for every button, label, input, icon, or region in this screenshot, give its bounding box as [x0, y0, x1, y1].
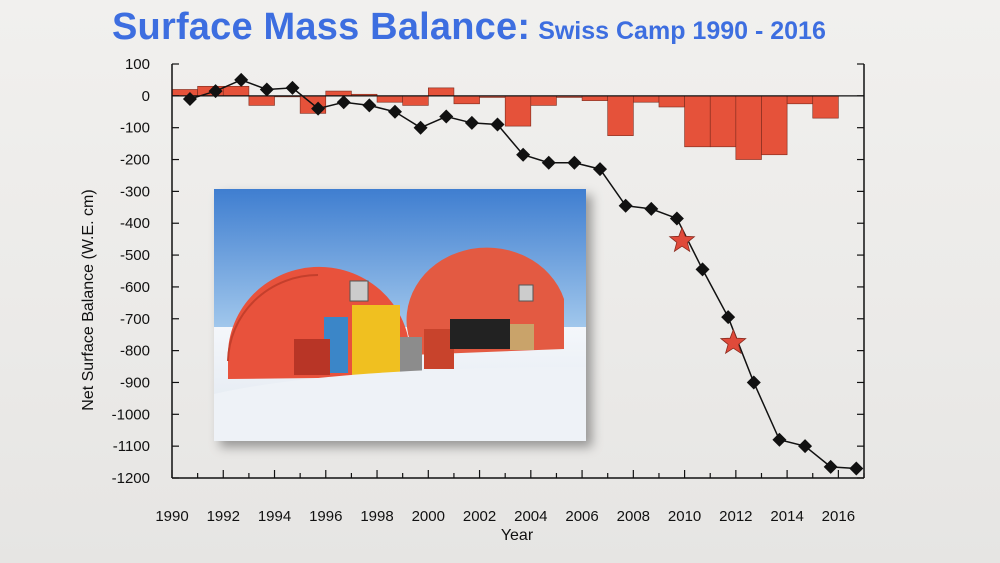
x-tick-label: 2006: [565, 508, 598, 525]
cumulative-line-series: [182, 72, 864, 476]
y-tick-label: -700: [120, 311, 150, 328]
cumulative-point: [695, 262, 710, 277]
cumulative-point: [849, 461, 864, 476]
x-tick-label: 1992: [207, 508, 240, 525]
x-tick-label: 1998: [360, 508, 393, 525]
annual-balance-bar: [453, 95, 480, 105]
y-tick-label: -600: [120, 279, 150, 296]
star-marker: [668, 226, 696, 253]
x-tick-label: 2014: [770, 508, 803, 525]
chart-title-sub: Swiss Camp 1990 - 2016: [538, 17, 826, 45]
star-marker: [719, 328, 747, 355]
cumulative-point: [259, 82, 274, 97]
chart-title-main: Surface Mass Balance:: [112, 6, 531, 48]
x-tick-label: 2010: [668, 508, 701, 525]
cumulative-point: [464, 115, 479, 130]
x-tick-label: 2016: [822, 508, 855, 525]
cumulative-point: [413, 120, 428, 135]
cumulative-point: [336, 95, 351, 110]
chart-title: Surface Mass Balance: Swiss Camp 1990 - 2…: [112, 6, 826, 49]
x-axis-title: Year: [501, 527, 534, 544]
x-tick-label: 1994: [258, 508, 291, 525]
cumulative-point: [618, 198, 633, 213]
y-tick-label: -200: [120, 152, 150, 169]
annual-balance-bar: [812, 95, 839, 119]
cumulative-point: [285, 80, 300, 95]
y-tick-label: -1100: [113, 438, 150, 455]
cumulative-point: [823, 459, 838, 474]
cumulative-point: [490, 117, 505, 132]
y-tick-label: -1200: [112, 470, 150, 487]
annual-balance-bar: [709, 95, 737, 148]
cumulative-point: [798, 439, 813, 454]
cumulative-point: [772, 432, 787, 447]
annual-balance-bar: [530, 95, 557, 106]
annual-balance-bar: [504, 95, 532, 127]
y-tick-label: 100: [125, 56, 150, 73]
cumulative-point: [746, 375, 761, 390]
annual-balance-bar: [658, 95, 685, 108]
annual-balance-bar: [735, 95, 762, 160]
star-markers: [668, 226, 747, 355]
y-tick-label: -400: [120, 215, 150, 232]
annual-balance-bar: [248, 95, 275, 106]
y-tick-label: 0: [142, 88, 150, 105]
camp-photo: [214, 189, 586, 441]
bar-series: [171, 85, 839, 160]
cumulative-point: [311, 101, 326, 116]
annual-balance-bar: [684, 95, 711, 148]
annual-balance-bar: [786, 95, 814, 105]
annual-balance-bar: [325, 90, 352, 97]
camp-photo-illustration: [214, 189, 586, 441]
annual-balance-bar: [581, 95, 609, 101]
y-tick-label: -300: [120, 183, 150, 200]
cumulative-point: [234, 72, 249, 87]
cumulative-point: [593, 162, 608, 177]
annual-balance-bar: [427, 87, 455, 97]
annual-balance-bar: [633, 95, 660, 103]
annual-balance-bar: [607, 95, 634, 136]
annual-balance-bar: [376, 95, 403, 103]
x-tick-label: 2000: [412, 508, 445, 525]
y-tick-label: -900: [120, 374, 150, 391]
cumulative-point: [439, 109, 454, 124]
cumulative-point: [669, 211, 684, 226]
y-tick-label: -100: [120, 120, 150, 137]
y-axis-title: Net Surface Balance (W.E. cm): [80, 189, 97, 410]
x-tick-label: 2012: [719, 508, 752, 525]
cumulative-point: [387, 104, 402, 119]
cumulative-point: [721, 310, 736, 325]
y-tick-label: -800: [120, 343, 150, 360]
cumulative-point: [541, 155, 556, 170]
x-tick-label: 2002: [463, 508, 496, 525]
axes: 100 0 -100 -200 -300 -400 -500 -600 -700 -800 -900…: [112, 56, 865, 525]
y-tick-label: -1000: [112, 406, 150, 423]
annual-balance-bar: [222, 85, 250, 97]
y-tick-label: -500: [120, 247, 150, 264]
x-tick-label: 2004: [514, 508, 547, 525]
x-tick-label: 2008: [617, 508, 650, 525]
cumulative-point: [182, 92, 197, 107]
annual-balance-bar: [402, 95, 429, 106]
annual-balance-bar: [171, 89, 198, 97]
cumulative-point: [567, 155, 582, 170]
cumulative-point: [208, 84, 223, 99]
x-tick-label: 1990: [155, 508, 188, 525]
cumulative-point: [644, 201, 659, 216]
x-tick-label: 1996: [309, 508, 342, 525]
annual-balance-bar: [761, 95, 788, 156]
cumulative-point: [362, 98, 377, 113]
cumulative-point: [516, 147, 531, 162]
